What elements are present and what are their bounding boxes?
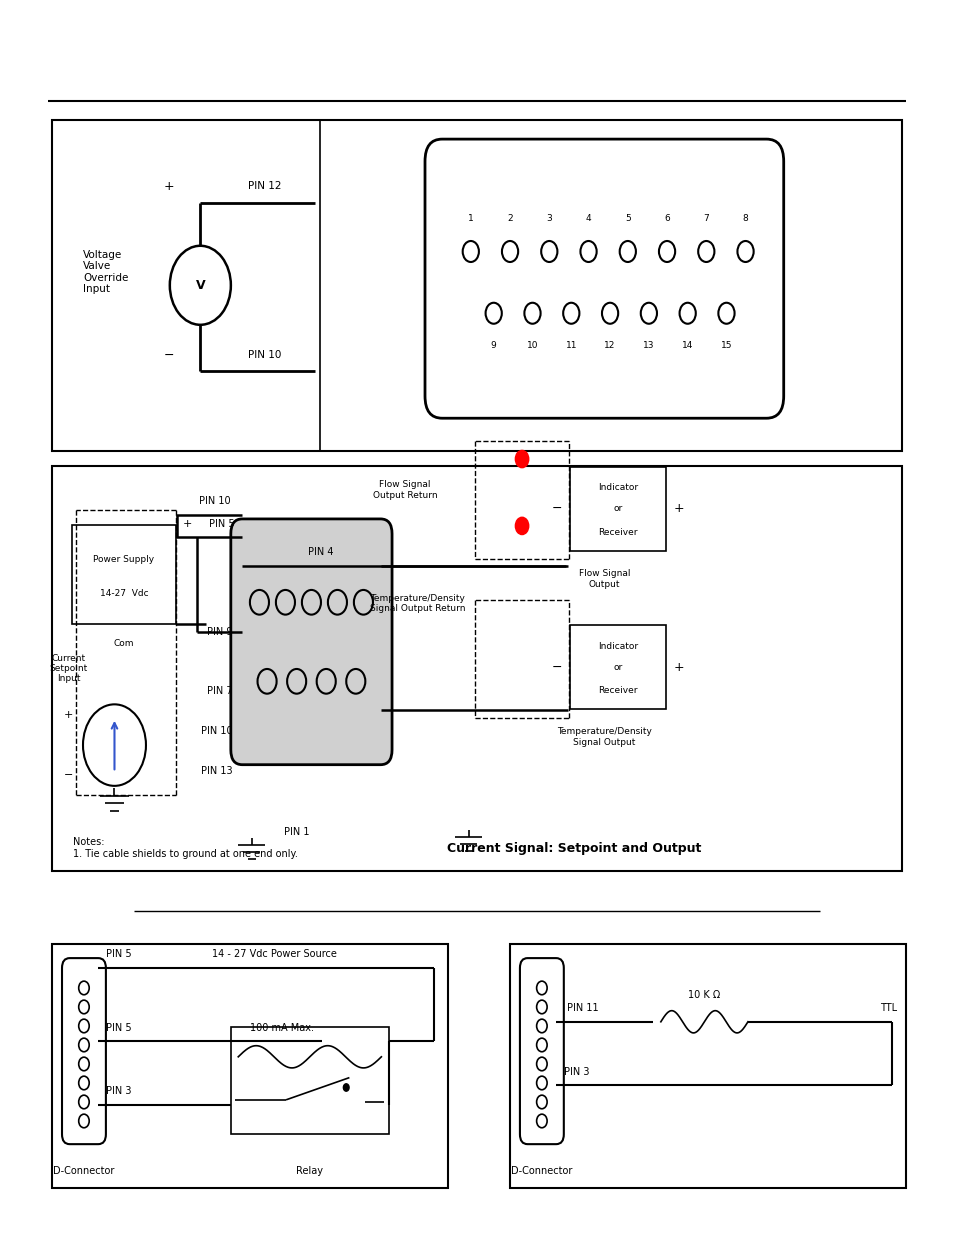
Text: PIN 11: PIN 11: [566, 1003, 598, 1013]
Text: 6: 6: [663, 214, 669, 224]
Text: +: +: [673, 661, 683, 674]
Text: PIN 10: PIN 10: [201, 726, 233, 736]
Text: Power Supply: Power Supply: [93, 555, 154, 564]
Text: 11: 11: [565, 341, 577, 351]
Bar: [570, 625, 665, 709]
Text: PIN 10: PIN 10: [248, 351, 281, 361]
Text: +: +: [163, 180, 174, 193]
Text: PIN 3: PIN 3: [564, 1067, 589, 1077]
Bar: [71, 525, 176, 624]
Circle shape: [515, 451, 528, 468]
Text: 12: 12: [604, 341, 615, 351]
FancyBboxPatch shape: [519, 958, 563, 1144]
Text: Temperature/Density
Signal Output: Temperature/Density Signal Output: [557, 727, 651, 747]
Text: PIN 4: PIN 4: [308, 547, 334, 557]
Text: +: +: [673, 503, 683, 515]
FancyBboxPatch shape: [424, 140, 782, 419]
Text: PIN 9: PIN 9: [207, 627, 233, 637]
Text: PIN 12: PIN 12: [248, 182, 281, 191]
FancyBboxPatch shape: [231, 519, 392, 764]
Text: PIN 1: PIN 1: [284, 827, 310, 837]
Text: Flow Signal
Output Return: Flow Signal Output Return: [372, 480, 436, 500]
Text: Com: Com: [113, 638, 134, 648]
Text: 13: 13: [642, 341, 654, 351]
Text: 100 mA Max.: 100 mA Max.: [250, 1023, 314, 1032]
Text: Notes:: Notes:: [73, 837, 105, 847]
Text: PIN 10: PIN 10: [198, 496, 231, 506]
Text: Current
Setpoint
Input: Current Setpoint Input: [50, 653, 88, 683]
Text: Flow Signal
Output: Flow Signal Output: [578, 569, 629, 589]
Bar: [570, 467, 665, 551]
Text: Temperature/Density
Signal Output Return: Temperature/Density Signal Output Return: [370, 594, 465, 613]
Text: 14 - 27 Vdc Power Source: 14 - 27 Vdc Power Source: [212, 950, 336, 960]
Text: TTL: TTL: [879, 1003, 896, 1013]
Text: PIN 5: PIN 5: [210, 519, 234, 529]
Text: 1: 1: [467, 214, 474, 224]
Text: 10: 10: [526, 341, 537, 351]
Text: PIN 5: PIN 5: [107, 1023, 132, 1032]
Text: −: −: [551, 661, 561, 674]
Text: +: +: [183, 519, 193, 529]
Text: 3: 3: [546, 214, 552, 224]
Text: Relay: Relay: [296, 1166, 323, 1176]
Text: −: −: [64, 769, 73, 779]
Text: or: or: [613, 663, 622, 672]
Text: 5: 5: [624, 214, 630, 224]
Text: Receiver: Receiver: [598, 687, 638, 695]
Bar: [52, 944, 448, 1188]
Text: Current Signal: Setpoint and Output: Current Signal: Setpoint and Output: [447, 842, 701, 855]
Text: V: V: [195, 279, 205, 291]
FancyBboxPatch shape: [62, 958, 106, 1144]
Bar: [231, 1026, 389, 1134]
Text: 4: 4: [585, 214, 591, 224]
Text: or: or: [613, 504, 622, 514]
Text: Voltage
Valve
Override
Input: Voltage Valve Override Input: [83, 249, 129, 294]
Text: −: −: [551, 503, 561, 515]
Bar: [52, 466, 901, 871]
Text: Indicator: Indicator: [598, 642, 638, 651]
Text: 8: 8: [741, 214, 748, 224]
Text: Indicator: Indicator: [598, 483, 638, 493]
Text: 15: 15: [720, 341, 732, 351]
Text: 14-27  Vdc: 14-27 Vdc: [100, 589, 148, 599]
Text: 1. Tie cable shields to ground at one end only.: 1. Tie cable shields to ground at one en…: [73, 848, 298, 858]
Text: 10 K Ω: 10 K Ω: [687, 989, 720, 999]
Bar: [52, 120, 901, 451]
Text: D-Connector: D-Connector: [53, 1166, 114, 1176]
Text: PIN 3: PIN 3: [107, 1087, 132, 1097]
Text: 2: 2: [507, 214, 513, 224]
Text: D-Connector: D-Connector: [511, 1166, 572, 1176]
Circle shape: [515, 517, 528, 535]
Text: 7: 7: [702, 214, 708, 224]
Text: Receiver: Receiver: [598, 527, 638, 537]
Text: +: +: [64, 710, 73, 720]
Text: 14: 14: [681, 341, 693, 351]
Text: −: −: [163, 348, 174, 362]
Text: PIN 5: PIN 5: [107, 950, 132, 960]
Text: 9: 9: [490, 341, 497, 351]
Circle shape: [343, 1084, 349, 1092]
Bar: [510, 944, 905, 1188]
Text: PIN 7: PIN 7: [207, 687, 233, 697]
Text: PIN 13: PIN 13: [201, 767, 233, 777]
